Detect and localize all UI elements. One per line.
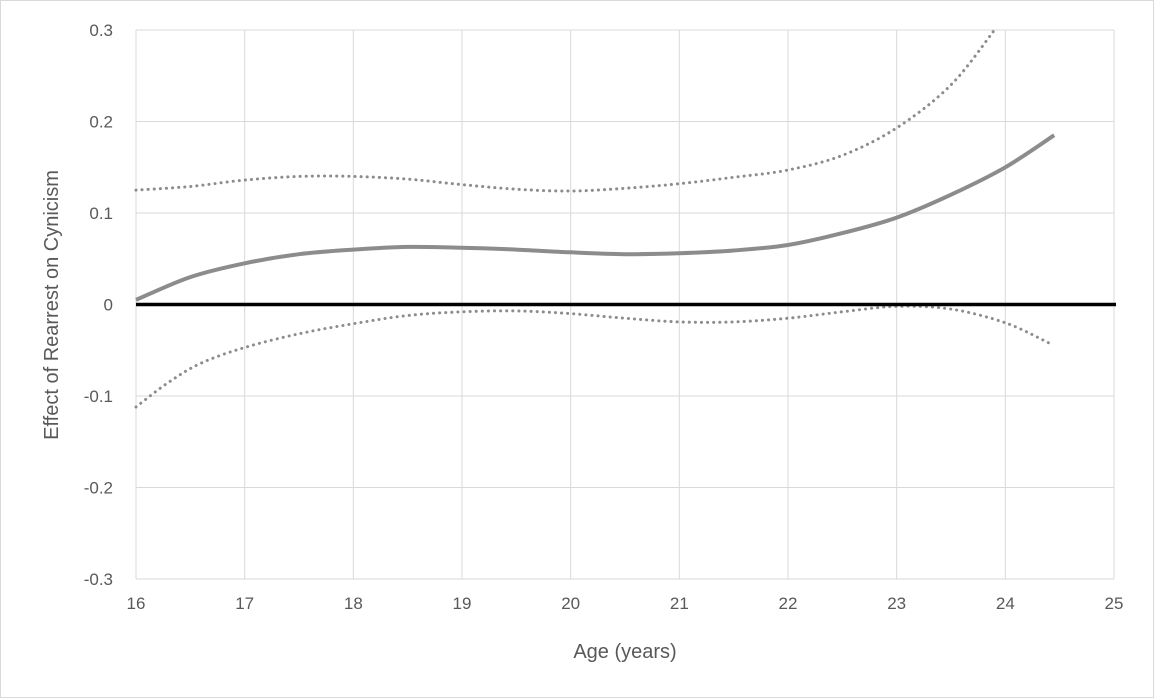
x-tick-label: 18: [344, 594, 363, 613]
y-tick-label: 0.1: [89, 204, 113, 223]
y-tick-label: -0.3: [84, 570, 113, 589]
lower-bound-line: [134, 304, 1051, 409]
x-axis-title: Age (years): [573, 641, 676, 663]
x-tick-label: 17: [235, 594, 254, 613]
tick-label-layer: 16 17 18 19 20 21 22 23 24 25 0.3 0.2 0.1 0 -0.1 -0.2 -0…: [84, 21, 1124, 613]
x-tick-label: 16: [127, 594, 146, 613]
x-tick-label: 19: [453, 594, 472, 613]
y-axis-title: Effect of Rearrest on Cynicism: [41, 170, 63, 440]
y-tick-label: 0.2: [89, 113, 113, 132]
x-tick-label: 22: [779, 594, 798, 613]
x-tick-label: 21: [670, 594, 689, 613]
series-layer: [134, 28, 1056, 409]
x-tick-label: 20: [561, 594, 580, 613]
x-tick-label: 24: [996, 594, 1015, 613]
x-tick-label: 23: [887, 594, 906, 613]
estimate-line: [135, 133, 1056, 302]
y-tick-label: 0.3: [89, 21, 113, 40]
x-tick-label: 25: [1105, 594, 1124, 613]
upper-bound-line: [134, 28, 996, 193]
y-tick-label: -0.1: [84, 387, 113, 406]
y-tick-label: -0.2: [84, 479, 113, 498]
y-tick-label: 0: [104, 296, 113, 315]
